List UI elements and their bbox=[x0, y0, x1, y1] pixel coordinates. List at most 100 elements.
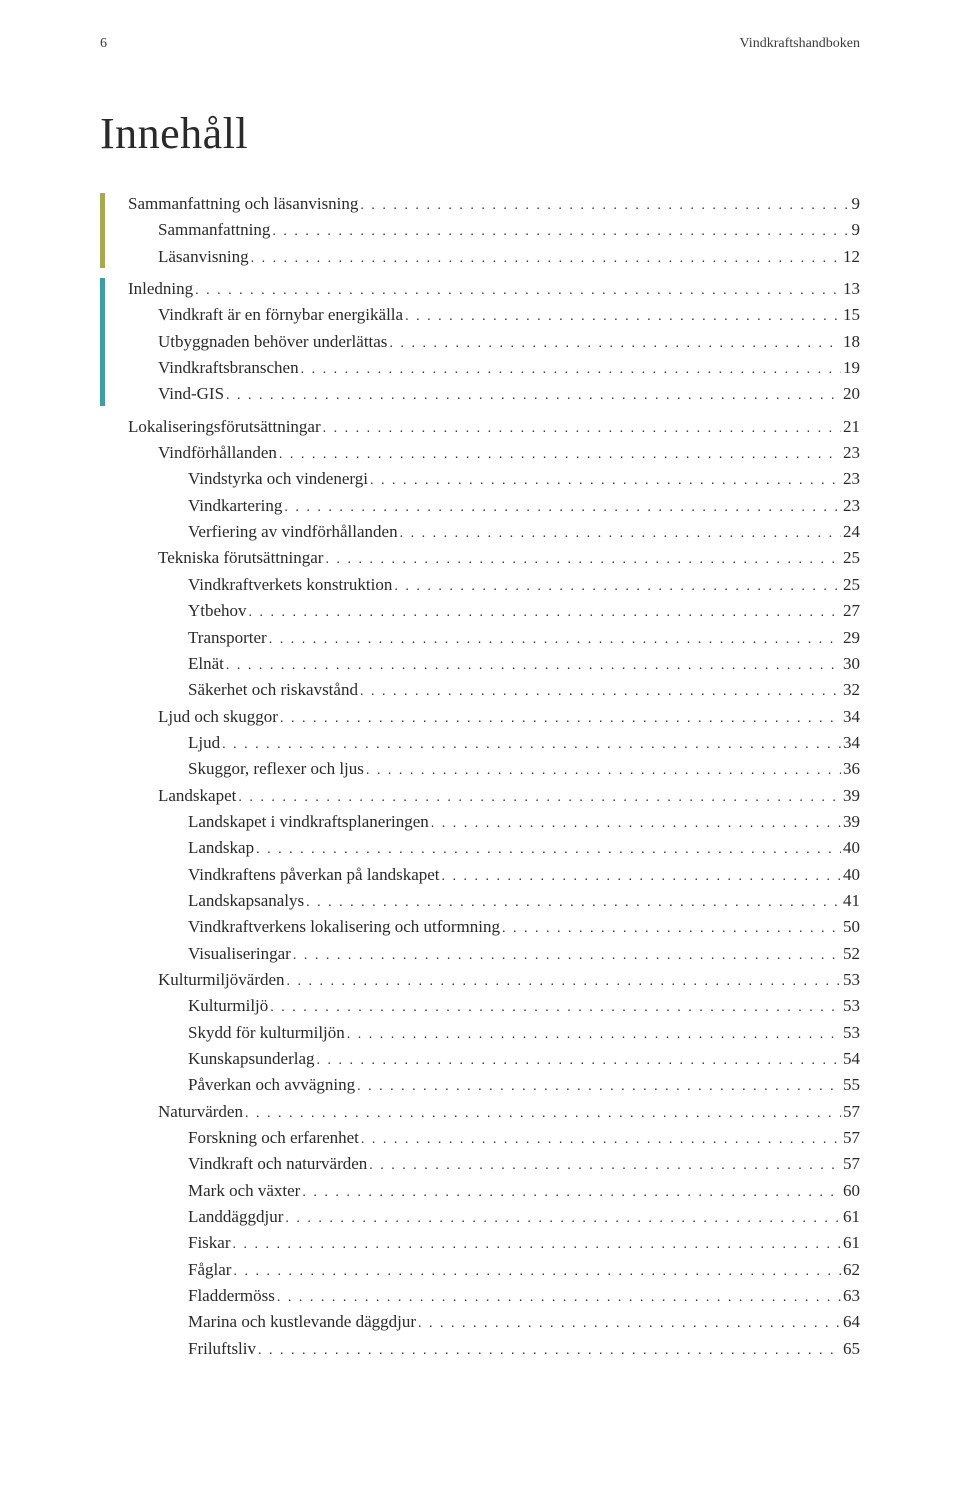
toc-entry: Elnät 30 bbox=[128, 651, 860, 677]
toc-entry-label: Naturvärden bbox=[158, 1099, 243, 1125]
toc-entry-page: 21 bbox=[843, 414, 860, 440]
page: 6 Vindkraftshandboken Innehåll Sammanfat… bbox=[0, 0, 960, 1412]
toc-entry: Fiskar61 bbox=[128, 1230, 860, 1256]
toc-entry-label: Sammanfattning bbox=[158, 217, 270, 243]
toc-entry-label: Lokaliseringsförutsättningar bbox=[128, 414, 321, 440]
toc-entry: Ytbehov 27 bbox=[128, 598, 860, 624]
toc-leader-dots bbox=[366, 756, 841, 782]
toc-entry: Ljud 34 bbox=[128, 730, 860, 756]
toc-entry-label: Vindkraft är en förnybar energikälla bbox=[158, 302, 403, 328]
toc-entry-label: Ljud bbox=[188, 730, 220, 756]
page-number: 6 bbox=[100, 36, 107, 52]
toc-entry: Sammanfattning 9 bbox=[128, 217, 860, 243]
toc-entry-page: 12 bbox=[843, 244, 860, 270]
toc-entry-label: Läsanvisning bbox=[158, 244, 249, 270]
toc-entry-page: 34 bbox=[843, 704, 860, 730]
toc-leader-dots bbox=[279, 440, 841, 466]
toc-entry-page: 64 bbox=[843, 1309, 860, 1335]
toc-leader-dots bbox=[405, 302, 841, 328]
toc-entry: Utbyggnaden behöver underlättas18 bbox=[128, 329, 860, 355]
toc-entry: Fladdermöss63 bbox=[128, 1283, 860, 1309]
toc-entry-label: Fåglar bbox=[188, 1257, 231, 1283]
toc-entry-page: 39 bbox=[843, 783, 860, 809]
toc-leader-dots bbox=[226, 381, 841, 407]
toc-entry-label: Landskapet bbox=[158, 783, 236, 809]
table-of-contents: Sammanfattning och läsanvisning9Sammanfa… bbox=[100, 191, 860, 1362]
toc-entry-page: 32 bbox=[843, 677, 860, 703]
toc-leader-dots bbox=[502, 914, 841, 940]
toc-leader-dots bbox=[431, 809, 841, 835]
toc-leader-dots bbox=[394, 572, 841, 598]
toc-entry-label: Vindkraftverkens lokalisering och utform… bbox=[188, 914, 500, 940]
toc-entry-label: Forskning och erfarenhet bbox=[188, 1125, 359, 1151]
toc-leader-dots bbox=[389, 329, 841, 355]
toc-entry: Ljud och skuggor 34 bbox=[128, 704, 860, 730]
toc-entry-page: 63 bbox=[843, 1283, 860, 1309]
toc-entry-page: 9 bbox=[852, 217, 861, 243]
toc-entry-label: Tekniska förutsättningar bbox=[158, 545, 323, 571]
toc-entry-page: 30 bbox=[843, 651, 860, 677]
toc-entry-label: Fiskar bbox=[188, 1230, 231, 1256]
toc-entry-label: Vindkraft och naturvärden bbox=[188, 1151, 367, 1177]
toc-entry-page: 23 bbox=[843, 440, 860, 466]
toc-entry-page: 18 bbox=[843, 329, 860, 355]
toc-leader-dots bbox=[400, 519, 841, 545]
toc-leader-dots bbox=[245, 1099, 841, 1125]
toc-entry-label: Vindkraftsbranschen bbox=[158, 355, 299, 381]
toc-entry: Marina och kustlevande däggdjur64 bbox=[128, 1309, 860, 1335]
toc-entry-page: 19 bbox=[843, 355, 860, 381]
toc-entry-page: 27 bbox=[843, 598, 860, 624]
toc-entry-label: Ytbehov bbox=[188, 598, 247, 624]
toc-entry-label: Vindstyrka och vindenergi bbox=[188, 466, 368, 492]
toc-entry-page: 40 bbox=[843, 835, 860, 861]
toc-entry-page: 39 bbox=[843, 809, 860, 835]
toc-entry-label: Ljud och skuggor bbox=[158, 704, 278, 730]
toc-entry: Landskap40 bbox=[128, 835, 860, 861]
toc-entry-label: Vind-GIS bbox=[158, 381, 224, 407]
toc-entry-page: 57 bbox=[843, 1125, 860, 1151]
toc-entry-page: 25 bbox=[843, 545, 860, 571]
toc-leader-dots bbox=[301, 355, 841, 381]
toc-entry-page: 53 bbox=[843, 1020, 860, 1046]
toc-leader-dots bbox=[226, 651, 841, 677]
toc-leader-dots bbox=[325, 545, 841, 571]
toc-entry: Vindkartering23 bbox=[128, 493, 860, 519]
toc-entry-label: Kulturmiljövärden bbox=[158, 967, 285, 993]
toc-entry-label: Skydd för kulturmiljön bbox=[188, 1020, 345, 1046]
toc-entry: Transporter29 bbox=[128, 625, 860, 651]
toc-entry-label: Kulturmiljö bbox=[188, 993, 268, 1019]
toc-entry: Naturvärden57 bbox=[128, 1099, 860, 1125]
toc-entry-label: Inledning bbox=[128, 276, 193, 302]
toc-entry-page: 20 bbox=[843, 381, 860, 407]
toc-entry-page: 36 bbox=[843, 756, 860, 782]
toc-entry-page: 54 bbox=[843, 1046, 860, 1072]
toc-leader-dots bbox=[360, 677, 841, 703]
toc-leader-dots bbox=[306, 888, 841, 914]
toc-entry-label: Landskapsanalys bbox=[188, 888, 304, 914]
toc-entry-label: Sammanfattning och läsanvisning bbox=[128, 191, 358, 217]
toc-entry-page: 53 bbox=[843, 993, 860, 1019]
toc-section: Sammanfattning och läsanvisning9Sammanfa… bbox=[100, 191, 860, 270]
toc-leader-dots bbox=[277, 1283, 841, 1309]
toc-entry-label: Kunskapsunderlag bbox=[188, 1046, 315, 1072]
toc-leader-dots bbox=[272, 217, 849, 243]
toc-entry-page: 34 bbox=[843, 730, 860, 756]
toc-leader-dots bbox=[280, 704, 841, 730]
toc-entry-page: 9 bbox=[852, 191, 861, 217]
toc-entry: Vindkraftverkens lokalisering och utform… bbox=[128, 914, 860, 940]
toc-entry: Vindkraftverkets konstruktion25 bbox=[128, 572, 860, 598]
toc-entry-label: Friluftsliv bbox=[188, 1336, 256, 1362]
toc-entry: Kulturmiljö 53 bbox=[128, 993, 860, 1019]
toc-leader-dots bbox=[251, 244, 841, 270]
toc-entry: Landskapet i vindkraftsplaneringen 39 bbox=[128, 809, 860, 835]
toc-entry-label: Elnät bbox=[188, 651, 224, 677]
toc-entry-page: 40 bbox=[843, 862, 860, 888]
toc-title: Innehåll bbox=[100, 108, 860, 159]
toc-leader-dots bbox=[284, 493, 841, 519]
toc-entry: Lokaliseringsförutsättningar 21 bbox=[128, 414, 860, 440]
toc-entry-page: 23 bbox=[843, 493, 860, 519]
toc-entry-label: Visualiseringar bbox=[188, 941, 291, 967]
toc-entry: Mark och växter60 bbox=[128, 1178, 860, 1204]
toc-entry-label: Säkerhet och riskavstånd bbox=[188, 677, 358, 703]
toc-entry-label: Landskapet i vindkraftsplaneringen bbox=[188, 809, 429, 835]
